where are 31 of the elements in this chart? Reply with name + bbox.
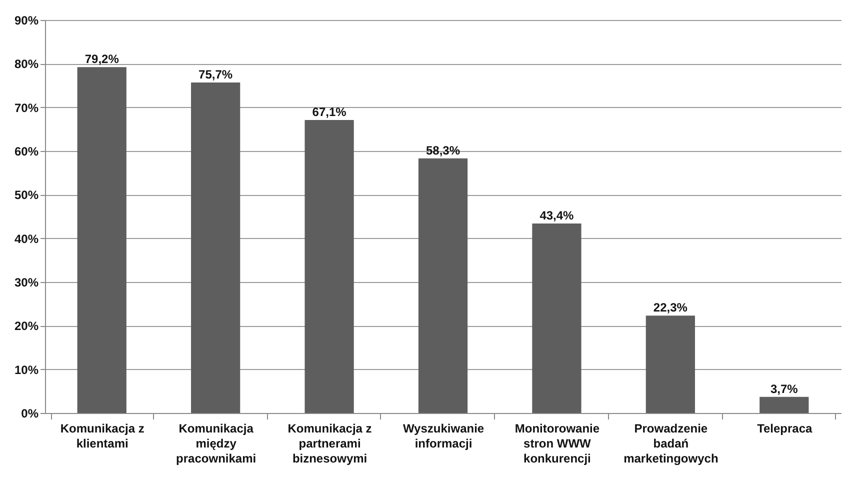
bar (191, 82, 240, 413)
data-label: 22,3% (653, 300, 688, 315)
x-tick-label: Telepraca (757, 422, 813, 436)
bar (532, 223, 582, 413)
x-tick-label: Monitorowanie stron WWW konkurencji (514, 422, 600, 466)
x-tick-label: Komunikacja z partnerami biznesowymi (288, 422, 372, 466)
bar (760, 396, 809, 413)
y-tick-label: 50% (14, 188, 39, 202)
bar (304, 120, 354, 413)
bar (646, 316, 695, 413)
y-tick-label: 60% (14, 144, 39, 158)
bar (418, 158, 468, 413)
data-label: 3,7% (770, 382, 798, 396)
data-label: 75,7% (198, 67, 233, 82)
x-tick-label: Prowadzenie badań marketingowych (624, 422, 718, 466)
y-tick-label: 90% (14, 14, 39, 28)
data-label: 58,3% (426, 143, 460, 158)
y-tick-label: 40% (14, 232, 39, 246)
y-tick-label: 20% (14, 319, 39, 334)
y-tick-label: 30% (14, 276, 39, 290)
data-label: 79,2% (84, 52, 120, 66)
y-tick-label: 80% (14, 57, 39, 72)
x-tick-label: Wyszukiwanie informacji (402, 422, 484, 450)
y-tick-label: 70% (14, 100, 39, 115)
x-tick-label: Komunikacja z klientami (60, 422, 144, 450)
data-label: 43,4% (540, 208, 574, 222)
data-label: 67,1% (312, 104, 347, 119)
y-tick-label: 0% (21, 406, 39, 420)
x-tick-label: Komunikacja między pracownikami (176, 422, 256, 466)
y-tick-label: 10% (14, 362, 39, 377)
bar (77, 67, 126, 413)
